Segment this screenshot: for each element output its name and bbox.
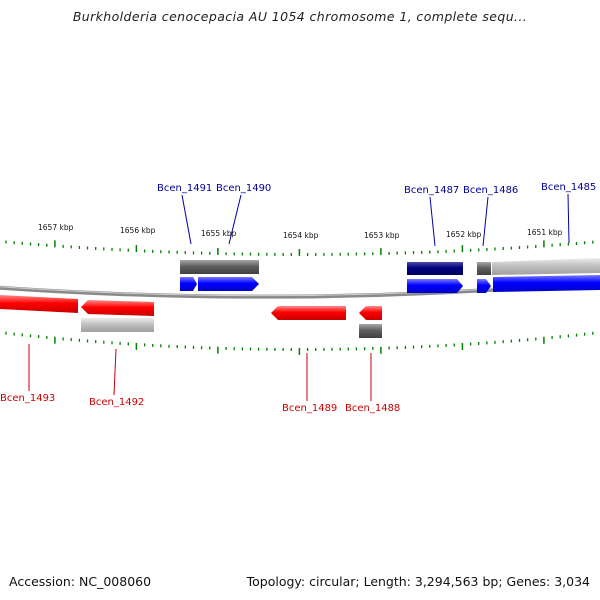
gene-label-bcen-1493[interactable]: Bcen_1493 — [0, 393, 55, 404]
gene-arrow-bcen-1492[interactable] — [81, 300, 154, 316]
gene-arrow-bcen-1490[interactable] — [198, 277, 259, 291]
gene-label-bcen-1487[interactable]: Bcen_1487 — [404, 185, 459, 196]
gene-label-bcen-1492[interactable]: Bcen_1492 — [89, 397, 144, 408]
gene-arrow-bcen-1488[interactable] — [359, 306, 382, 320]
gene-arrow-bcen-1493[interactable] — [0, 295, 78, 313]
feature-bar[interactable] — [492, 258, 600, 275]
scale-label: 1652 kbp — [446, 230, 482, 239]
gene-label-bcen-1489[interactable]: Bcen_1489 — [282, 403, 337, 414]
accession-text: Accession: NC_008060 — [9, 574, 152, 589]
gene-label-bcen-1488[interactable]: Bcen_1488 — [345, 403, 400, 414]
feature-bar[interactable] — [81, 318, 154, 332]
feature-bar[interactable] — [180, 260, 259, 274]
gene-label-bcen-1491[interactable]: Bcen_1491 — [157, 183, 212, 194]
scale-ticks-inner — [5, 331, 594, 355]
feature-bar[interactable] — [407, 262, 463, 275]
scale-label: 1656 kbp — [120, 226, 156, 235]
gene-arrow-bcen-1491[interactable] — [180, 277, 197, 291]
scale-label: 1657 kbp — [38, 223, 74, 232]
scale-label: 1653 kbp — [364, 231, 400, 240]
scale-label: 1655 kbp — [201, 229, 237, 238]
scale-ticks-outer — [5, 240, 594, 256]
gene-arrow-bcen-1485[interactable] — [493, 275, 600, 292]
gene-arrow-bcen-1486[interactable] — [477, 279, 491, 293]
map-title: Burkholderia cenocepacia AU 1054 chromos… — [72, 9, 528, 24]
gene-label-bcen-1490[interactable]: Bcen_1490 — [216, 183, 271, 194]
gene-arrow-bcen-1489[interactable] — [271, 306, 346, 320]
scale-label: 1651 kbp — [527, 228, 563, 237]
topology-summary: Topology: circular; Length: 3,294,563 bp… — [246, 574, 590, 589]
gene-arrow-bcen-1487[interactable] — [407, 279, 463, 293]
feature-bar[interactable] — [477, 262, 491, 275]
feature-bar[interactable] — [359, 324, 382, 338]
scale-label: 1654 kbp — [283, 231, 319, 240]
gene-label-bcen-1486[interactable]: Bcen_1486 — [463, 185, 518, 196]
gene-label-bcen-1485[interactable]: Bcen_1485 — [541, 182, 596, 193]
